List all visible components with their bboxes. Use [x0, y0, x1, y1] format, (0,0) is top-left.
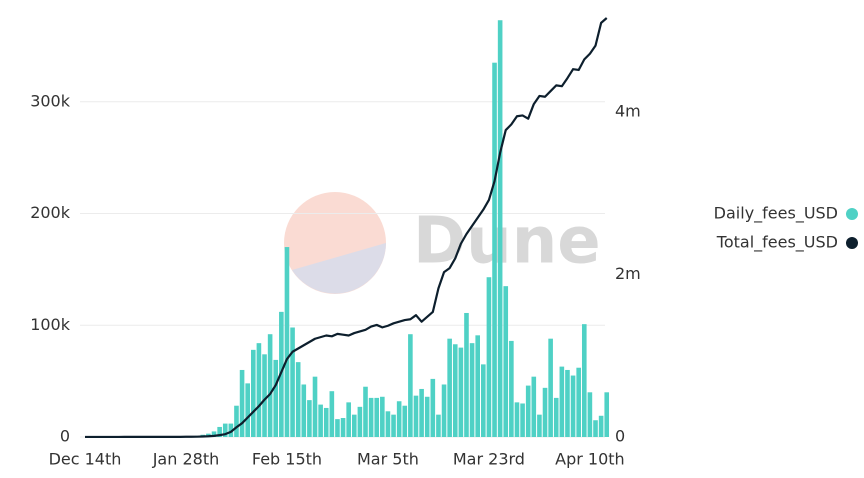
bar — [295, 362, 301, 437]
bar — [380, 396, 385, 437]
bar — [419, 388, 424, 437]
bar — [346, 402, 351, 437]
bar — [262, 354, 267, 437]
bar — [329, 391, 335, 437]
bar — [492, 62, 497, 438]
bar — [374, 397, 380, 437]
line — [85, 17, 608, 439]
bar — [486, 277, 492, 437]
y-tick-label: 0 — [60, 427, 70, 446]
bar — [475, 335, 480, 437]
y-tick-label: 200k — [30, 203, 71, 222]
bar — [565, 369, 570, 437]
bar — [525, 385, 531, 437]
x-tick-label: Feb 15th — [252, 450, 322, 469]
x-tick-label: Mar 23rd — [453, 450, 525, 469]
bar — [408, 334, 413, 437]
bar — [335, 419, 340, 437]
bar — [436, 414, 441, 437]
x-tick-label: Apr 10th — [555, 450, 625, 469]
bar — [312, 376, 318, 437]
bar — [318, 404, 323, 437]
bar — [357, 406, 363, 437]
bar — [452, 344, 458, 437]
bar — [351, 414, 357, 437]
bar — [430, 378, 436, 437]
bar — [576, 367, 581, 437]
bar — [553, 397, 559, 437]
bar — [228, 423, 234, 437]
bar — [497, 20, 503, 437]
bar — [469, 343, 475, 437]
legend-label: Total_fees_USD — [716, 233, 838, 253]
bar — [385, 411, 391, 437]
bar — [441, 384, 447, 437]
bar — [520, 403, 525, 437]
bar — [402, 405, 408, 437]
bar — [391, 414, 396, 437]
watermark: Dune — [413, 205, 601, 279]
bar — [211, 431, 217, 437]
bar — [481, 364, 486, 437]
x-tick-label: Dec 14th — [49, 450, 122, 469]
bar — [222, 423, 228, 437]
bar — [284, 247, 290, 437]
bar — [503, 286, 509, 437]
bar — [424, 396, 430, 437]
y2-tick-label: 2m — [615, 264, 641, 283]
bar — [531, 376, 537, 437]
bar — [301, 384, 307, 437]
y-tick-label: 300k — [30, 91, 71, 110]
bar — [509, 340, 514, 437]
bar — [537, 414, 542, 437]
bar — [323, 407, 329, 437]
bar — [542, 387, 548, 437]
bar — [273, 359, 279, 437]
bar — [570, 375, 576, 437]
bar — [290, 327, 295, 437]
bar — [598, 415, 604, 437]
bar — [548, 338, 553, 437]
bar — [245, 383, 250, 437]
bar — [368, 397, 374, 437]
bar — [514, 402, 520, 437]
y2-tick-label: 0 — [615, 427, 625, 446]
watermark-logo — [292, 243, 386, 294]
bar — [396, 401, 402, 437]
legend-marker — [846, 208, 858, 220]
legend-marker — [846, 237, 858, 249]
bar — [239, 369, 245, 437]
bar — [363, 386, 368, 437]
bar — [458, 347, 464, 437]
bar — [604, 392, 610, 437]
bar — [217, 426, 222, 437]
bar — [447, 338, 452, 437]
bar — [340, 418, 346, 437]
legend-label: Daily_fees_USD — [714, 204, 838, 224]
bar — [581, 324, 587, 437]
x-tick-label: Mar 5th — [357, 450, 419, 469]
bar — [234, 405, 239, 437]
bar — [464, 312, 469, 437]
bar — [251, 349, 256, 437]
x-tick-label: Jan 28th — [152, 450, 220, 469]
bar — [307, 400, 312, 437]
bar — [256, 343, 262, 437]
bar — [587, 392, 593, 437]
y2-tick-label: 4m — [615, 102, 641, 121]
bar — [267, 334, 273, 437]
y-tick-label: 100k — [30, 315, 71, 334]
bar — [413, 395, 419, 437]
bar — [593, 420, 598, 437]
bar — [559, 366, 565, 437]
